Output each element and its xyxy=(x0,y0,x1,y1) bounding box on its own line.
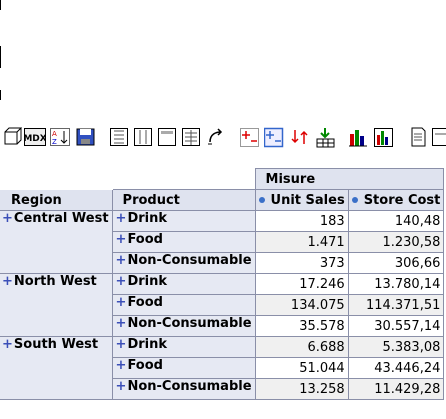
sort-icon[interactable] xyxy=(258,197,265,203)
region-cell-central-west[interactable]: +Central West xyxy=(0,210,113,274)
table-row: +Food 1.471 1.230,58 xyxy=(0,231,445,253)
store-cost-cell: 13.780,14 xyxy=(347,273,445,295)
expand-icon[interactable]: + xyxy=(115,295,127,311)
product-cell[interactable]: +Non-Consumable xyxy=(111,378,256,400)
store-cost-cell: 1.230,58 xyxy=(347,231,445,253)
region-cell-south-west[interactable]: +South West xyxy=(0,336,113,400)
svg-text:Z: Z xyxy=(52,138,57,146)
product-cell[interactable]: +Drink xyxy=(111,210,256,232)
measures-header: Misure xyxy=(254,168,445,190)
expand-icon[interactable] xyxy=(240,126,260,148)
store-cost-cell: 43.446,24 xyxy=(347,357,445,379)
product-cell[interactable]: +Food xyxy=(111,231,256,253)
expand-icon[interactable]: + xyxy=(115,274,127,290)
store-cost-cell: 11.429,28 xyxy=(347,378,445,400)
table-row: +Non-Consumable 35.578 30.557,14 xyxy=(0,315,445,337)
region-column-header: Region xyxy=(0,189,113,211)
table-row: +Food 134.075 114.371,51 xyxy=(0,294,445,316)
table-icon[interactable] xyxy=(158,126,178,148)
table-row: +Non-Consumable 373 306,66 xyxy=(0,252,445,274)
expand-icon[interactable]: + xyxy=(115,253,127,269)
svg-text:MDX: MDX xyxy=(24,134,46,144)
expand-icon[interactable]: + xyxy=(115,337,127,353)
store-cost-cell: 30.557,14 xyxy=(347,315,445,337)
expand-icon[interactable]: + xyxy=(115,316,127,332)
table-row: +Central West +Drink 183 140,48 xyxy=(0,210,445,274)
corner-cell xyxy=(112,168,256,190)
drill-through-icon[interactable] xyxy=(316,126,336,148)
measures-label: Misure xyxy=(265,171,316,187)
print-icon[interactable] xyxy=(408,126,428,148)
expand-icon[interactable]: + xyxy=(2,337,13,353)
unit-sales-cell: 13.258 xyxy=(254,378,349,400)
drill-icon[interactable] xyxy=(290,126,310,148)
unit-sales-cell: 183 xyxy=(254,210,349,232)
chart-icon[interactable] xyxy=(348,126,368,148)
table-props-icon[interactable] xyxy=(182,126,202,148)
table-row: +North West +Drink 17.246 13.780,14 xyxy=(0,273,445,337)
swap-axes-icon[interactable] xyxy=(206,126,226,148)
product-cell[interactable]: +Drink xyxy=(111,336,256,358)
expand-icon[interactable]: + xyxy=(115,211,127,227)
corner-cell xyxy=(0,168,113,190)
unit-sales-cell: 51.044 xyxy=(254,357,349,379)
expand-icon[interactable]: + xyxy=(115,358,127,374)
store-cost-cell: 140,48 xyxy=(347,210,445,232)
mdx-icon[interactable]: MDX xyxy=(24,126,46,148)
pivot-table: Misure Region Product Unit Sales Store C… xyxy=(0,168,445,400)
chart-props-icon[interactable] xyxy=(374,126,394,148)
cols-icon[interactable] xyxy=(110,126,130,148)
rows-icon[interactable] xyxy=(134,126,154,148)
unit-sales-column-header[interactable]: Unit Sales xyxy=(254,189,349,211)
sort-icon[interactable] xyxy=(351,197,358,203)
unit-sales-cell: 35.578 xyxy=(254,315,349,337)
product-cell[interactable]: +Drink xyxy=(111,273,256,295)
store-cost-cell: 5.383,08 xyxy=(347,336,445,358)
expand-icon[interactable]: + xyxy=(115,379,127,395)
save-icon[interactable] xyxy=(76,126,96,148)
store-cost-cell: 114.371,51 xyxy=(347,294,445,316)
cropped-edge xyxy=(0,0,2,100)
table-row: +Non-Consumable 13.258 11.429,28 xyxy=(0,378,445,400)
expand-icon[interactable]: + xyxy=(115,232,127,248)
region-cell-north-west[interactable]: +North West xyxy=(0,273,113,337)
expand-icon[interactable]: + xyxy=(2,274,13,290)
product-cell[interactable]: +Non-Consumable xyxy=(111,315,256,337)
unit-sales-cell: 6.688 xyxy=(254,336,349,358)
store-cost-column-header[interactable]: Store Cost xyxy=(347,189,445,211)
product-column-header: Product xyxy=(111,189,256,211)
unit-sales-cell: 17.246 xyxy=(254,273,349,295)
product-cell[interactable]: +Food xyxy=(111,294,256,316)
table-row: +South West +Drink 6.688 5.383,08 xyxy=(0,336,445,400)
expand-icon[interactable]: + xyxy=(2,211,13,227)
table-row: +Food 51.044 43.446,24 xyxy=(0,357,445,379)
store-cost-cell: 306,66 xyxy=(347,252,445,274)
unit-sales-cell: 373 xyxy=(254,252,349,274)
export-icon[interactable] xyxy=(432,126,446,148)
svg-text:A: A xyxy=(52,130,57,138)
product-cell[interactable]: +Non-Consumable xyxy=(111,252,256,274)
unit-sales-cell: 134.075 xyxy=(254,294,349,316)
unit-sales-cell: 1.471 xyxy=(254,231,349,253)
product-cell[interactable]: +Food xyxy=(111,357,256,379)
collapse-icon[interactable] xyxy=(264,126,284,148)
cube-icon[interactable] xyxy=(2,126,22,148)
